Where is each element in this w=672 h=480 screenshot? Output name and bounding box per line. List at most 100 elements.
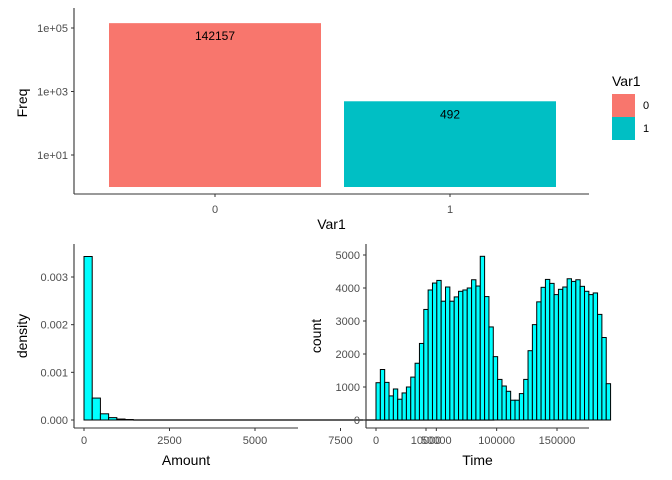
y-tick-label: 1e+03 [37,87,68,99]
histogram-bar [518,393,525,421]
histogram-bar [108,417,118,421]
y-tick-label: 4000 [336,283,360,295]
histogram-bar [505,390,512,421]
histogram-bar [397,398,403,421]
histogram-bar [592,292,599,421]
histogram-bar [449,300,455,421]
y-tick-label: 0.000 [40,415,68,427]
y-axis-title: density [14,314,30,358]
histogram-bar [488,326,494,421]
histogram-bar [116,418,126,421]
histogram-bar [562,286,568,421]
histogram-bar [510,399,516,421]
x-tick-label: 0 [373,435,379,447]
histogram-bar [375,382,381,421]
histogram-bar [440,300,447,421]
histogram-bar [527,350,533,421]
x-tick-label: 150000 [539,435,576,447]
histogram-bar [540,286,546,421]
histogram-bar [479,255,486,421]
histogram-bar [410,376,416,421]
x-axis-title: Var1 [317,216,346,232]
histogram-bar [392,388,399,421]
histogram-bar [492,356,499,421]
histogram-bar [553,294,559,421]
histogram-bar [605,383,612,421]
histogram-bar [414,362,420,421]
x-tick-label: 2500 [157,435,181,447]
x-tick-label: 100000 [478,435,515,447]
x-tick-label: 1 [447,204,453,216]
histogram-bar [471,279,477,421]
histogram-bar [445,286,451,421]
y-axis-title: count [308,319,324,353]
histogram-bar [379,369,386,421]
histogram-bar [466,287,473,421]
x-tick-label: 10000 [411,435,442,447]
y-tick-label: 5000 [336,250,360,262]
x-tick-label: 0 [81,435,87,447]
y-tick-label: 0.002 [40,320,68,332]
bar-1 [344,101,556,187]
histogram-bar [458,290,464,421]
histogram-bar [588,294,594,421]
legend-swatch-0 [612,94,635,117]
y-axis-title: Freq [14,89,30,118]
histogram-bar [418,342,425,421]
histogram-bar [566,278,572,421]
histogram-bar [462,289,468,421]
y-tick-label: 0.003 [40,272,68,284]
legend-title: Var1 [612,73,641,89]
x-tick-label: 7500 [328,435,352,447]
x-axis-title: Amount [162,452,210,468]
histogram-bar [91,397,101,421]
histogram-bar [579,285,586,421]
histogram-bar [388,395,394,421]
histogram-bar [99,413,110,421]
histogram-bar [83,256,93,421]
legend-label-1: 1 [643,123,649,135]
bar-0 [109,23,321,187]
histogram-bar [557,288,564,421]
histogram-bar [453,296,460,421]
y-tick-label: 1000 [336,382,360,394]
y-tick-label: 0.001 [40,367,68,379]
histogram-bar [405,386,412,421]
histogram-bar [427,289,433,421]
histogram-bar [484,296,490,421]
histogram-bar [475,285,481,421]
histogram-bar [575,279,581,421]
histogram-bar [531,324,538,421]
y-tick-label: 1e+05 [37,23,68,35]
x-tick-label: 50000 [421,435,452,447]
legend-label-0: 0 [643,100,649,112]
x-tick-label: 5000 [243,435,267,447]
histogram-bar [436,279,442,421]
y-tick-label: 3000 [336,316,360,328]
x-tick-label: 0 [212,204,218,216]
bar-value-label: 142157 [195,29,235,43]
histogram-bar [544,278,551,421]
histogram-bar [597,313,603,421]
legend-swatch-1 [612,117,635,140]
histogram-bar [523,378,529,421]
histogram-bar [384,381,390,421]
histogram-bar [536,301,542,421]
bar-value-label: 492 [440,107,460,121]
y-tick-label: 0 [354,415,360,427]
histogram-bar [501,385,507,421]
y-tick-label: 1e+01 [37,150,68,162]
histogram-bar [431,282,438,421]
histogram-bar [514,399,520,421]
histogram-bar [601,337,607,421]
histogram-bar [570,280,577,421]
x-axis-title: Time [462,452,493,468]
histogram-bar [423,308,429,421]
histogram-bar [549,282,555,421]
histogram-bar [401,392,407,421]
histogram-bar [497,378,503,421]
histogram-bar [584,290,590,421]
